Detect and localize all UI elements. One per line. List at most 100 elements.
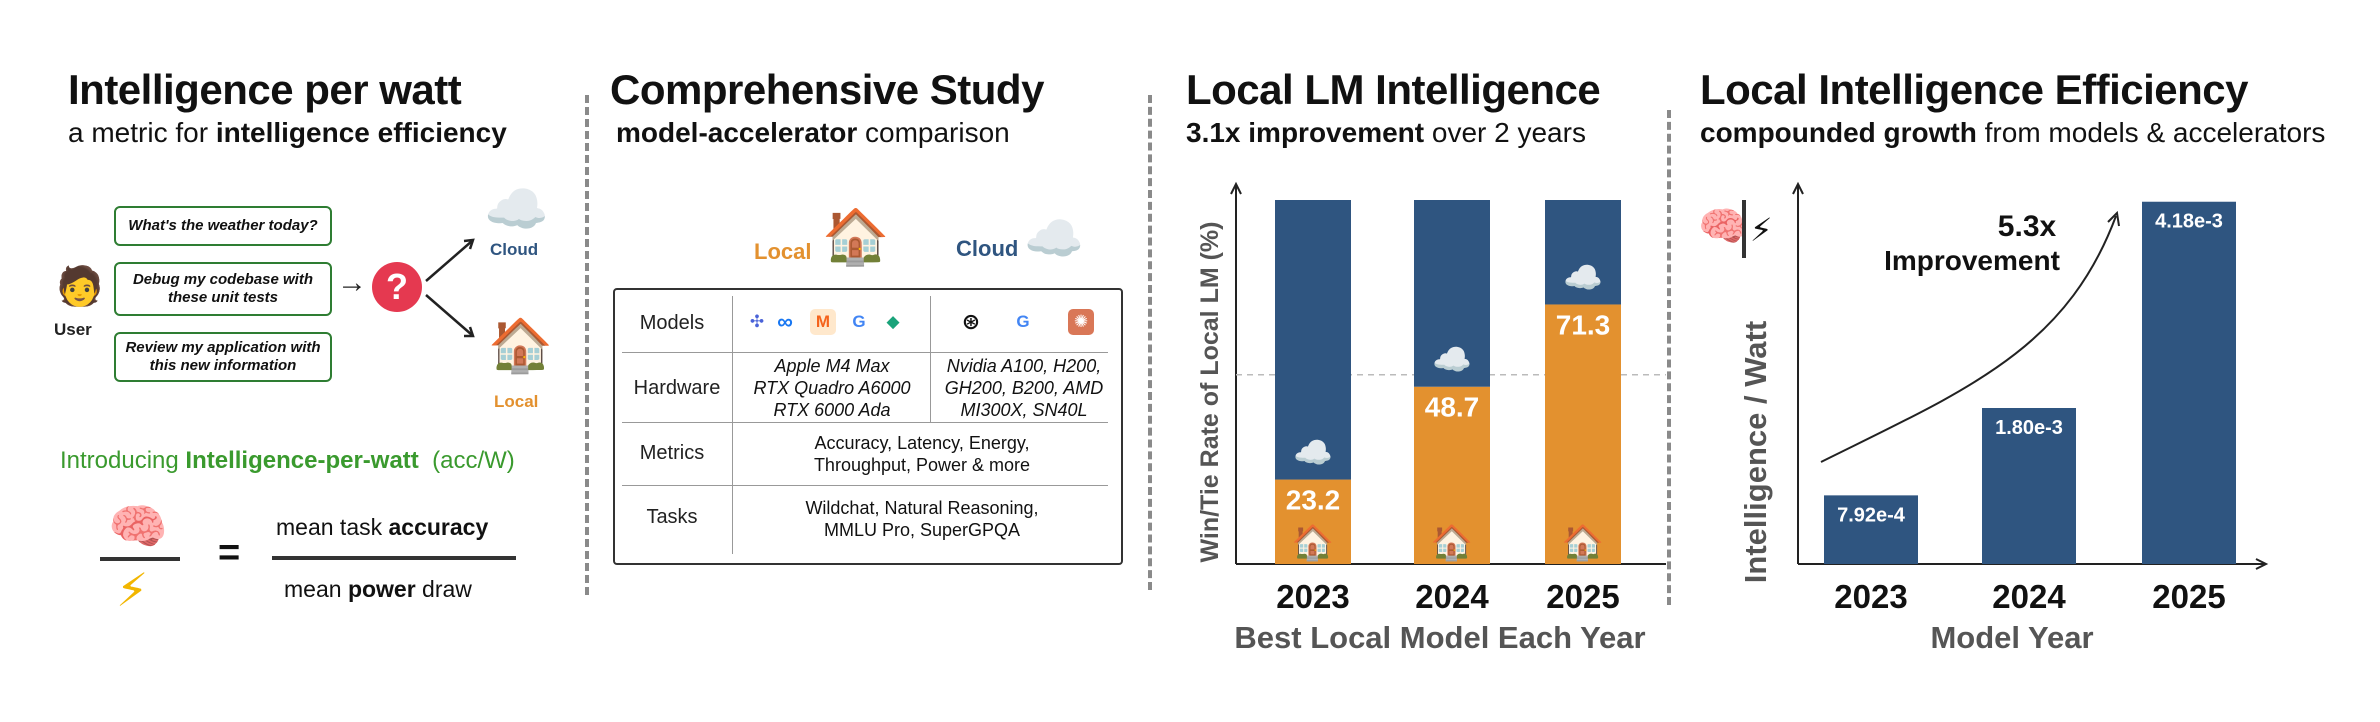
denominator: mean power draw — [284, 576, 472, 602]
local-header-label: Local — [754, 239, 812, 264]
y-axis-arrow — [1792, 181, 1804, 195]
meta-logo-icon: ∞ — [777, 309, 793, 334]
query-box: Review my application with this new info… — [114, 332, 332, 382]
row-label-hardware: Hardware — [633, 377, 721, 399]
bar-cloud — [1545, 200, 1621, 305]
panel4-title: Local Intelligence Efficiency — [1700, 66, 2249, 113]
model-logo-icon: ✣ — [749, 312, 765, 331]
house-icon: 🏠 — [1431, 524, 1473, 562]
x-axis-label: Model Year — [1930, 620, 2093, 655]
routing-arrows — [425, 238, 475, 338]
bar-value-label: 48.7 — [1425, 392, 1480, 423]
anthropic-logo-icon: ✺ — [1068, 309, 1094, 335]
model-logo-icon: ◆ — [886, 312, 900, 331]
efficiency-chart: 7.92e-4 2023 1.80e-3 2024 4.18e-3 2025 5.3xImp… — [1738, 181, 2269, 655]
lightning-icon: ⚡ — [1750, 212, 1773, 248]
panel3-title: Local LM Intelligence — [1186, 66, 1601, 113]
cloud-icon: ☁️ — [1024, 213, 1084, 266]
equals-sign: = — [218, 532, 241, 574]
improvement-annotation: Improvement — [1884, 245, 2060, 276]
bar-value-label: 23.2 — [1286, 485, 1341, 516]
win-rate-chart: 23.2 ☁️ 🏠 2023 48.7 ☁️ 🏠 2024 71.3 ☁️ 🏠 2025 Best Lo… — [1196, 181, 1666, 655]
arrow-right-icon: → — [337, 266, 367, 299]
study-table — [613, 288, 1123, 565]
bar-local — [1545, 304, 1621, 564]
bar — [1982, 408, 2076, 564]
x-tick-label: 2023 — [1276, 578, 1349, 615]
house-icon: 🏠 — [822, 207, 890, 267]
x-tick-label: 2024 — [1992, 578, 2066, 615]
local-label: Local — [494, 392, 539, 411]
y-axis-arrow — [1230, 181, 1242, 195]
brain-icon: 🧠 — [1698, 205, 1748, 249]
table-vline — [930, 296, 931, 422]
panel1-subtitle: a metric for intelligence efficiency — [68, 117, 507, 148]
brain-icon: 🧠 — [108, 501, 168, 554]
house-icon: 🏠 — [1292, 524, 1334, 562]
y-axis-label: Win/Tie Rate of Local LM (%) — [1196, 222, 1224, 563]
metrics-value: Accuracy, Latency, Energy, Throughput, Po… — [813, 433, 1031, 475]
hardware-local: Apple M4 Max RTX Quadro A6000 RTX 6000 Ada — [753, 356, 911, 420]
row-label-tasks: Tasks — [646, 506, 698, 528]
growth-curve-arrowhead — [2107, 210, 2120, 227]
panel3-subtitle: 3.1x improvement over 2 years — [1186, 117, 1586, 148]
user-icon: 🧑 — [56, 266, 104, 308]
lightning-icon: ⚡ — [116, 564, 149, 616]
google-logo-icon: G — [1016, 312, 1030, 331]
improvement-annotation: 5.3x — [1998, 210, 2057, 243]
divider-3 — [1667, 110, 1671, 605]
divider-2 — [1148, 95, 1152, 590]
bar-value-label: 1.80e-3 — [1995, 417, 2063, 439]
bar-cloud — [1275, 200, 1351, 480]
cloud-label: Cloud — [490, 240, 539, 259]
bar-local — [1414, 386, 1490, 564]
query-box: Debug my codebase with these unit tests — [114, 262, 332, 316]
ratio-slash — [1742, 200, 1746, 258]
cloud-icon: ☁️ — [1432, 342, 1472, 378]
panel1-title: Intelligence per watt — [68, 66, 462, 113]
cloud-icon: ☁️ — [1563, 259, 1603, 295]
cloud-header-label: Cloud — [956, 236, 1019, 261]
bar-local — [1275, 479, 1351, 564]
x-tick-label: 2025 — [1546, 578, 1619, 615]
panel2-title: Comprehensive Study — [610, 66, 1044, 113]
intro-line: Introducing Intelligence-per-watt (acc/W… — [60, 447, 515, 474]
growth-curve — [1820, 215, 2117, 463]
query-box: What's the weather today? — [114, 206, 332, 246]
cloud-icon: ☁️ — [1293, 435, 1333, 471]
mistral-logo-icon: M — [810, 309, 836, 335]
x-axis-label: Best Local Model Each Year — [1234, 620, 1645, 655]
y-axis-label: Intelligence / Watt — [1738, 321, 1773, 583]
x-tick-label: 2025 — [2152, 578, 2225, 615]
house-icon: 🏠 — [1562, 524, 1604, 562]
x-tick-label: 2024 — [1415, 578, 1489, 615]
user-label: User — [54, 320, 92, 339]
divider-1 — [585, 95, 589, 595]
cloud-icon: ☁️ — [484, 181, 549, 239]
router-question-icon: ? — [372, 262, 422, 312]
google-logo-icon: G — [852, 312, 866, 331]
numerator: mean task accuracy — [276, 514, 489, 540]
table-hline — [622, 352, 1108, 353]
panel2-subtitle: model-accelerator comparison — [616, 117, 1010, 148]
hardware-cloud: Nvidia A100, H200, GH200, B200, AMD MI300X… — [944, 356, 1104, 420]
table-hline — [622, 485, 1108, 486]
tasks-value: Wildchat, Natural Reasoning, MMLU Pro, Su… — [805, 498, 1039, 540]
fraction-bar-left — [100, 557, 180, 561]
x-axis-arrow — [2255, 558, 2269, 570]
x-tick-label: 2023 — [1834, 578, 1907, 615]
row-label-metrics: Metrics — [639, 442, 705, 464]
bar-value-label: 71.3 — [1556, 309, 1611, 340]
panel4-subtitle: compounded growth from models & accelera… — [1700, 117, 2326, 148]
fraction-bar — [272, 556, 516, 560]
bar — [1824, 495, 1918, 564]
table-hline — [622, 422, 1108, 423]
table-vline — [732, 296, 733, 554]
bar-value-label: 7.92e-4 — [1837, 504, 1906, 526]
openai-logo-icon: ⊛ — [961, 309, 981, 334]
bar — [2142, 201, 2236, 564]
house-icon: 🏠 — [488, 317, 553, 375]
bar-value-label: 4.18e-3 — [2155, 211, 2223, 233]
row-label-models: Models — [639, 312, 705, 334]
bar-cloud — [1414, 200, 1490, 387]
